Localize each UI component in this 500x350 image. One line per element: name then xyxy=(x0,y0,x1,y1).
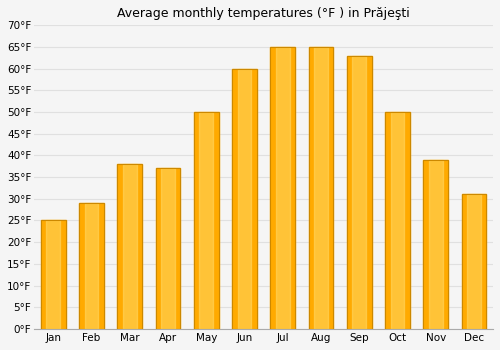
Bar xyxy=(385,112,410,329)
Bar xyxy=(308,47,334,329)
Bar xyxy=(314,47,328,329)
Bar xyxy=(385,112,410,329)
Bar xyxy=(194,112,218,329)
Bar xyxy=(270,47,295,329)
Bar xyxy=(462,195,486,329)
Bar xyxy=(424,160,448,329)
Bar xyxy=(79,203,104,329)
Bar xyxy=(270,47,295,329)
Bar xyxy=(232,69,257,329)
Bar xyxy=(156,168,180,329)
Bar xyxy=(429,160,442,329)
Bar xyxy=(156,168,180,329)
Bar xyxy=(161,168,175,329)
Bar xyxy=(79,203,104,329)
Bar xyxy=(200,112,213,329)
Bar xyxy=(424,160,448,329)
Bar xyxy=(232,69,257,329)
Bar xyxy=(276,47,289,329)
Bar xyxy=(46,220,60,329)
Bar xyxy=(194,112,218,329)
Bar xyxy=(238,69,252,329)
Bar xyxy=(352,56,366,329)
Bar xyxy=(347,56,372,329)
Title: Average monthly temperatures (°F ) in Prăjeşti: Average monthly temperatures (°F ) in Pr… xyxy=(117,7,410,20)
Bar xyxy=(123,164,136,329)
Bar xyxy=(84,203,98,329)
Bar xyxy=(390,112,404,329)
Bar xyxy=(467,195,481,329)
Bar xyxy=(347,56,372,329)
Bar xyxy=(41,220,66,329)
Bar xyxy=(308,47,334,329)
Bar xyxy=(462,195,486,329)
Bar xyxy=(118,164,142,329)
Bar xyxy=(118,164,142,329)
Bar xyxy=(41,220,66,329)
